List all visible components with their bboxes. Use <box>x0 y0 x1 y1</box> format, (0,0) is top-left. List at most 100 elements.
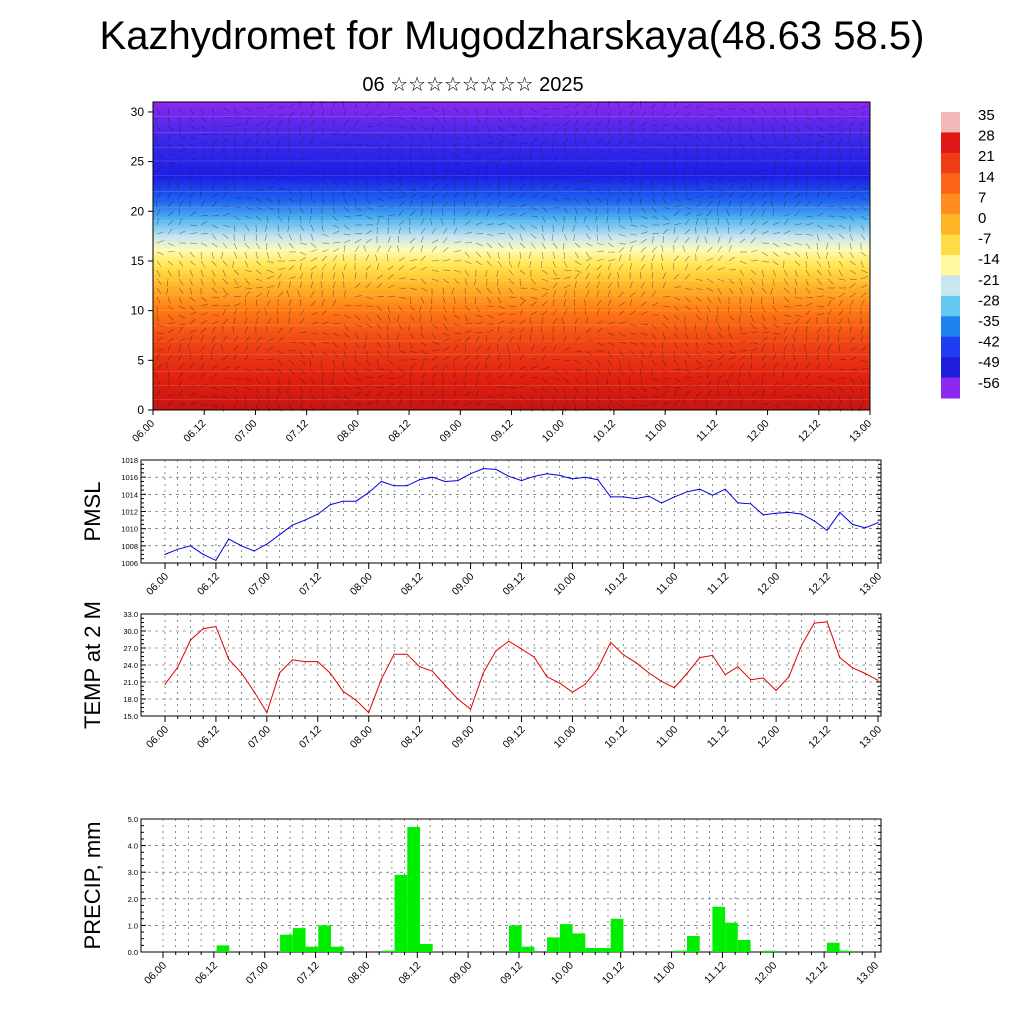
wind-vector <box>673 170 677 178</box>
wind-vector <box>178 278 184 285</box>
wind-vector <box>442 134 445 143</box>
wind-vector <box>662 152 669 159</box>
wind-vector <box>266 299 271 307</box>
wind-vector <box>486 125 491 133</box>
wind-vector <box>640 128 645 136</box>
wind-vector <box>816 327 822 334</box>
wind-vector <box>585 206 592 213</box>
wind-vector <box>222 184 229 190</box>
wind-vector <box>222 354 229 361</box>
wind-vector <box>178 143 186 148</box>
wind-vector <box>695 278 703 282</box>
x-tick-label: 06.00 <box>144 571 171 598</box>
x-tick-label: 06.00 <box>142 960 169 987</box>
wind-vector <box>816 134 824 138</box>
wind-vector <box>541 139 548 145</box>
wind-vector <box>761 143 768 149</box>
wind-vector <box>695 296 702 302</box>
precip-bar <box>420 944 433 952</box>
wind-vector <box>486 287 492 294</box>
wind-vector <box>288 188 293 196</box>
data-point <box>571 691 574 693</box>
x-tick-label: 07.00 <box>246 724 273 751</box>
wind-vector <box>453 170 461 173</box>
wind-vector <box>365 110 370 118</box>
wind-vector <box>321 224 324 232</box>
wind-vector <box>528 251 532 259</box>
wind-vector <box>838 182 843 190</box>
wind-vector <box>827 205 835 208</box>
wind-vector <box>596 109 598 118</box>
wind-vector <box>277 281 281 289</box>
wind-vector <box>365 402 373 406</box>
wind-vector <box>772 242 779 248</box>
wind-vector <box>572 224 576 232</box>
wind-vector <box>849 377 855 384</box>
wind-vector <box>574 128 578 136</box>
wind-vector <box>266 275 274 280</box>
precip-bar <box>318 925 331 952</box>
wind-vector <box>673 368 682 370</box>
wind-vector <box>563 290 568 298</box>
wind-vector <box>827 147 833 154</box>
wind-vector <box>739 152 745 159</box>
wind-vector <box>739 134 741 143</box>
data-point <box>673 687 675 689</box>
data-point <box>635 498 637 500</box>
wind-vector <box>475 107 478 115</box>
wind-vector <box>233 336 239 343</box>
wind-vector <box>310 249 318 253</box>
y-tick-label: 25 <box>131 155 145 169</box>
wind-vector <box>475 242 483 247</box>
wind-vector <box>860 395 865 403</box>
wind-vector <box>695 350 701 357</box>
wind-vector <box>431 364 438 370</box>
wind-vector <box>695 125 701 132</box>
wind-vector <box>541 128 544 136</box>
wind-vector <box>805 233 813 236</box>
wind-vector <box>244 260 249 268</box>
wind-vector <box>343 290 346 298</box>
wind-vector <box>255 286 263 289</box>
wind-vector <box>728 134 733 142</box>
wind-vector <box>706 359 714 363</box>
colorbar-swatch <box>941 132 960 154</box>
wind-vector <box>167 393 175 397</box>
wind-vector <box>849 233 853 241</box>
wind-vector <box>825 251 829 259</box>
x-tick-label: 09.00 <box>450 571 477 598</box>
wind-vector <box>816 164 821 172</box>
wind-vector <box>596 395 599 403</box>
wind-vector <box>607 368 611 376</box>
wind-vector <box>706 195 714 199</box>
wind-vector <box>486 233 494 237</box>
wind-vector <box>156 251 164 256</box>
wind-vector <box>783 174 789 181</box>
wind-vector <box>519 374 527 379</box>
wind-vector <box>750 341 758 345</box>
y-tick-label: 5 <box>137 353 144 367</box>
wind-vector <box>232 260 235 268</box>
wind-vector <box>717 255 723 262</box>
wind-vector <box>761 305 766 313</box>
wind-vector <box>816 362 820 370</box>
wind-vector <box>662 197 667 205</box>
wind-vector <box>376 274 383 280</box>
data-point <box>177 666 179 668</box>
wind-vector <box>200 107 204 115</box>
wind-vector <box>166 278 169 287</box>
wind-vector <box>442 287 444 296</box>
wind-vector <box>684 323 687 331</box>
wind-vector <box>849 386 855 393</box>
wind-vector <box>651 302 659 307</box>
wind-vector <box>750 170 758 174</box>
wind-vector <box>321 188 325 196</box>
wind-vector <box>508 287 514 294</box>
wind-vector <box>453 241 461 244</box>
wind-vector <box>376 226 378 235</box>
wind-vector <box>167 328 174 334</box>
wind-vector <box>200 190 202 199</box>
wind-vector <box>738 314 741 322</box>
wind-vector <box>200 116 207 123</box>
wind-vector <box>167 354 173 361</box>
